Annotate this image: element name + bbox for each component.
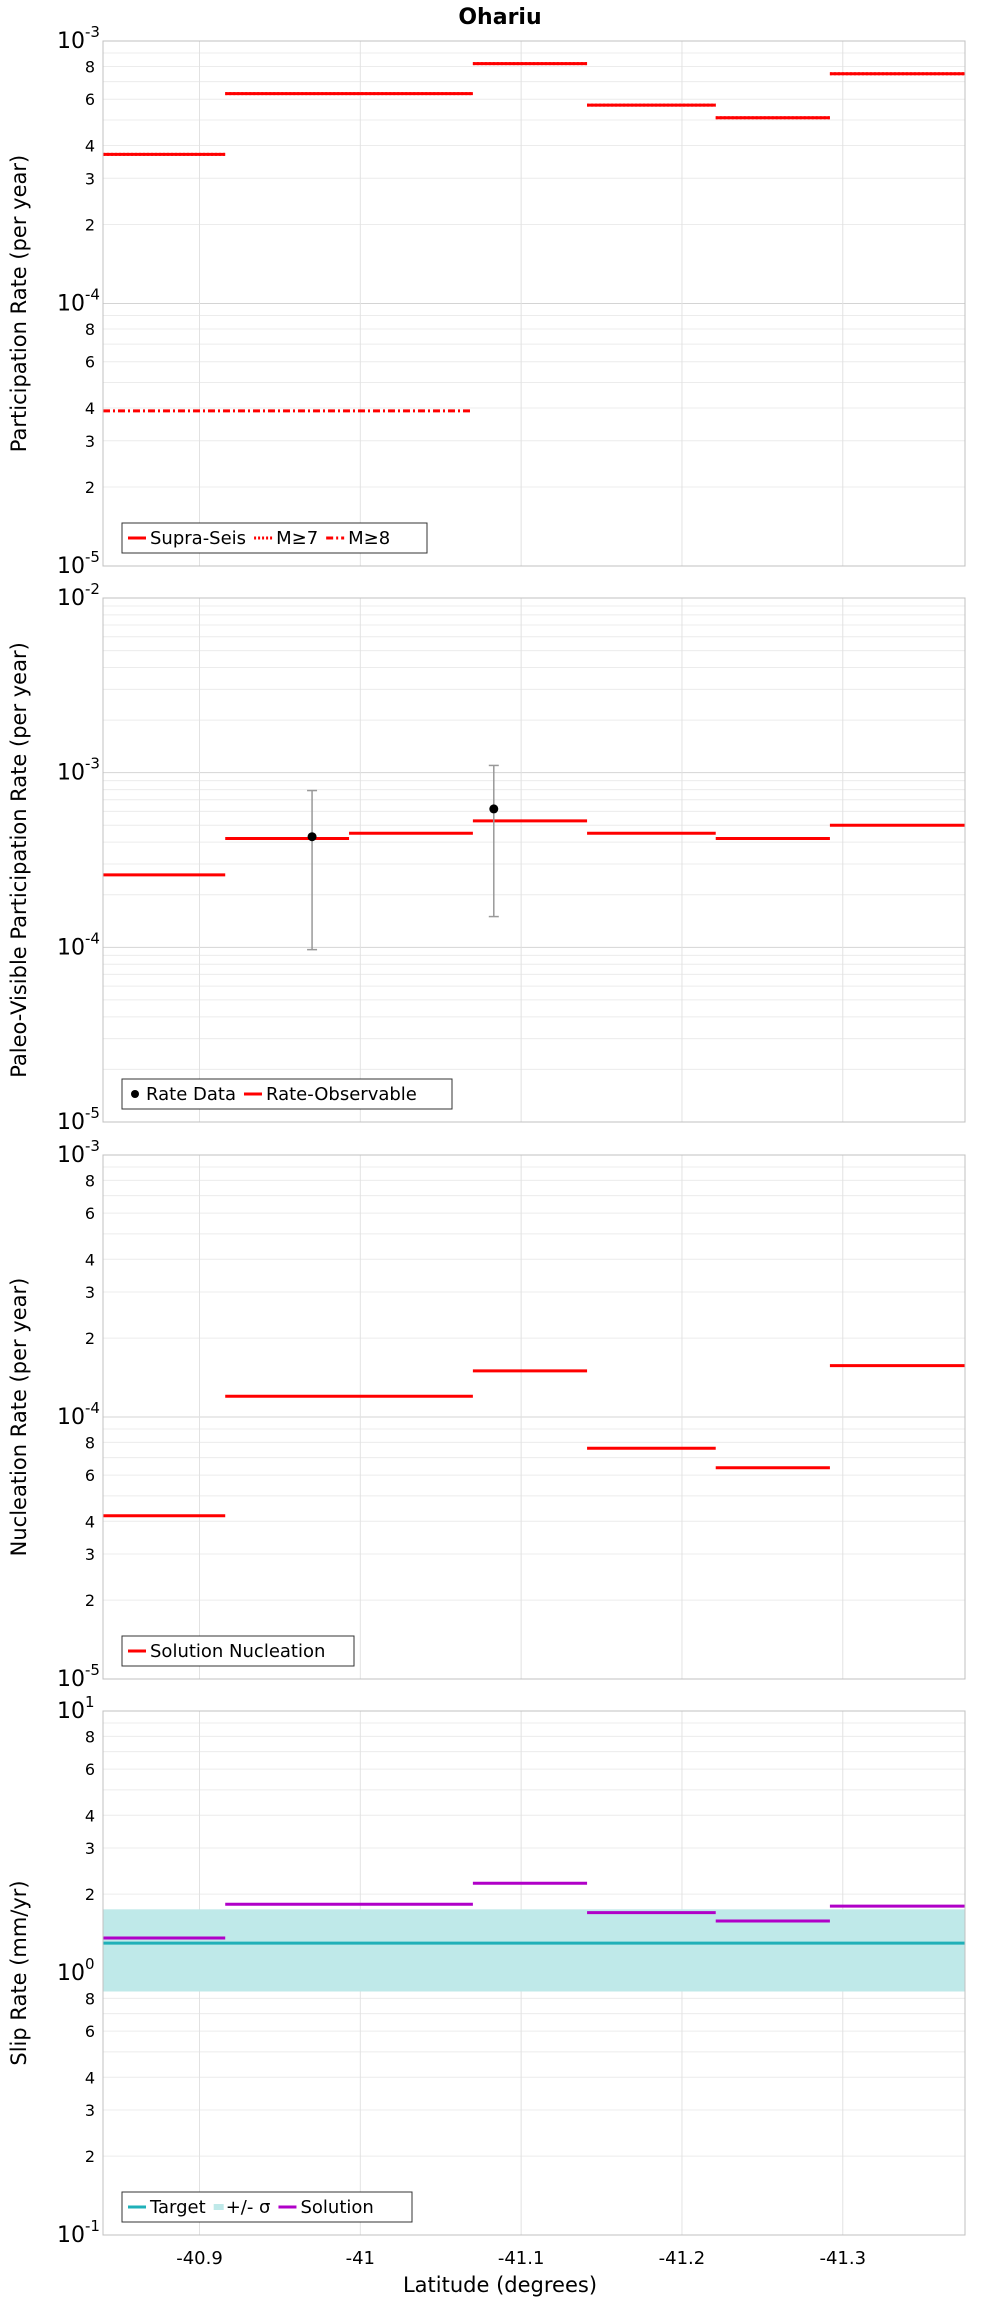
- y-minor-tick-label: 2: [85, 2147, 95, 2166]
- panel-2: 10-5 10-4 10-3 10-2 Paleo-Visible Participat…: [7, 580, 966, 1135]
- y-tick-label: 100: [57, 1955, 95, 1986]
- legend-label: Rate Data: [146, 1084, 236, 1105]
- y-minor-tick-label: 3: [85, 1283, 95, 1302]
- panel-1: 10-5 2 3 4 6 8 10-4 2 3 4 6 8 10-3 Participation Rate…: [7, 23, 966, 579]
- y-minor-tick-label: 3: [85, 169, 95, 188]
- y-minor-tick-label: 4: [85, 399, 95, 418]
- y-tick-label: 10-3: [57, 1137, 100, 1168]
- legend-label: Supra-Seis: [150, 528, 246, 549]
- y-minor-tick-label: 3: [85, 432, 95, 451]
- y-tick-label: 10-3: [57, 23, 100, 54]
- legend-label: +/- σ: [226, 2197, 271, 2218]
- y-minor-tick-label: 3: [85, 1545, 95, 1564]
- y-minor-tick-label: 8: [85, 1989, 95, 2008]
- y-minor-tick-label: 4: [85, 1806, 95, 1825]
- y-tick-label: 10-2: [57, 580, 100, 611]
- y-axis-label: Paleo-Visible Participation Rate (per ye…: [7, 642, 31, 1078]
- y-tick-label: 10-3: [57, 755, 100, 786]
- y-minor-tick-label: 3: [85, 1839, 95, 1858]
- legend-label: Solution: [300, 2197, 373, 2218]
- plot-frame: [102, 1710, 966, 2236]
- y-minor-tick-label: 8: [85, 320, 95, 339]
- y-minor-tick-label: 8: [85, 1433, 95, 1452]
- data-point: [489, 804, 499, 814]
- y-minor-tick-label: 2: [85, 1885, 95, 1904]
- legend-label: M≥7: [276, 528, 318, 549]
- y-minor-tick-label: 6: [85, 1204, 95, 1223]
- legend-label: Solution Nucleation: [150, 1641, 325, 1662]
- y-minor-tick-label: 3: [85, 2101, 95, 2120]
- panels: 10-5 2 3 4 6 8 10-4 2 3 4 6 8 10-3 Participation Rate…: [7, 23, 966, 2269]
- y-minor-tick-label: 8: [85, 1727, 95, 1746]
- x-axis-label: Latitude (degrees): [403, 2273, 597, 2297]
- y-minor-tick-label: 6: [85, 1760, 95, 1779]
- y-minor-tick-label: 4: [85, 1250, 95, 1269]
- legend-label: Rate-Observable: [266, 1084, 417, 1105]
- sigma-band: [103, 1909, 965, 1992]
- y-minor-tick-label: 2: [85, 1329, 95, 1348]
- plot-frame: [102, 597, 966, 1123]
- x-tick-label: -41.3: [819, 2248, 866, 2269]
- y-minor-tick-label: 6: [85, 353, 95, 372]
- y-tick-label: 10-1: [57, 2217, 100, 2248]
- legend-marker: [213, 2204, 224, 2210]
- data-point: [307, 832, 317, 842]
- plot-frame: [102, 40, 966, 567]
- legend-marker: [131, 1090, 139, 1098]
- x-tick-label: -41.1: [498, 2248, 545, 2269]
- legend-box: [121, 1078, 453, 1110]
- x-tick-label: -40.9: [176, 2248, 223, 2269]
- x-tick-label: -41.2: [659, 2248, 706, 2269]
- legend: Supra-Seis M≥7 M≥8: [121, 522, 428, 554]
- y-minor-tick-label: 2: [85, 215, 95, 234]
- y-tick-label: 101: [57, 1693, 95, 1724]
- plot-frame: [102, 1154, 966, 1680]
- plot-area: [103, 598, 965, 1122]
- legend-box: [121, 522, 428, 554]
- panel-4: 10-1 2 3 4 6 8 100 2 3 4 6 8 101 Slip Rate (mm/yr) -40…: [7, 1693, 966, 2269]
- legend-box: [121, 1635, 355, 1667]
- panel-3: 10-5 2 3 4 6 8 10-4 2 3 4 6 8 10-3 Nucleation Rate (p…: [7, 1137, 966, 1692]
- y-tick-label: 10-5: [57, 548, 100, 579]
- y-axis-label: Participation Rate (per year): [7, 155, 31, 452]
- legend-label: M≥8: [348, 528, 390, 549]
- y-minor-tick-label: 2: [85, 1591, 95, 1610]
- y-tick-label: 10-4: [57, 286, 100, 317]
- y-minor-tick-label: 6: [85, 1466, 95, 1485]
- y-minor-tick-label: 2: [85, 478, 95, 497]
- y-minor-tick-label: 8: [85, 1171, 95, 1190]
- y-tick-label: 10-4: [57, 1399, 100, 1430]
- y-axis-label: Slip Rate (mm/yr): [7, 1880, 31, 2065]
- y-axis-label: Nucleation Rate (per year): [7, 1278, 31, 1557]
- legend-box: [121, 2191, 413, 2223]
- y-tick-label: 10-5: [57, 1661, 100, 1692]
- x-tick-label: -41: [346, 2248, 375, 2269]
- legend: Solution Nucleation: [121, 1635, 355, 1667]
- legend: Rate Data Rate-Observable: [121, 1078, 453, 1110]
- y-minor-tick-label: 6: [85, 90, 95, 109]
- y-minor-tick-label: 6: [85, 2022, 95, 2041]
- chart-title: Ohariu: [458, 5, 541, 30]
- legend-label: Target: [149, 2197, 206, 2218]
- y-tick-label: 10-4: [57, 929, 100, 960]
- y-minor-tick-label: 4: [85, 1512, 95, 1531]
- y-minor-tick-label: 4: [85, 136, 95, 155]
- y-minor-tick-label: 8: [85, 57, 95, 76]
- y-minor-tick-label: 4: [85, 2068, 95, 2087]
- y-tick-label: 10-5: [57, 1104, 100, 1135]
- legend: Target +/- σ Solution: [121, 2191, 413, 2223]
